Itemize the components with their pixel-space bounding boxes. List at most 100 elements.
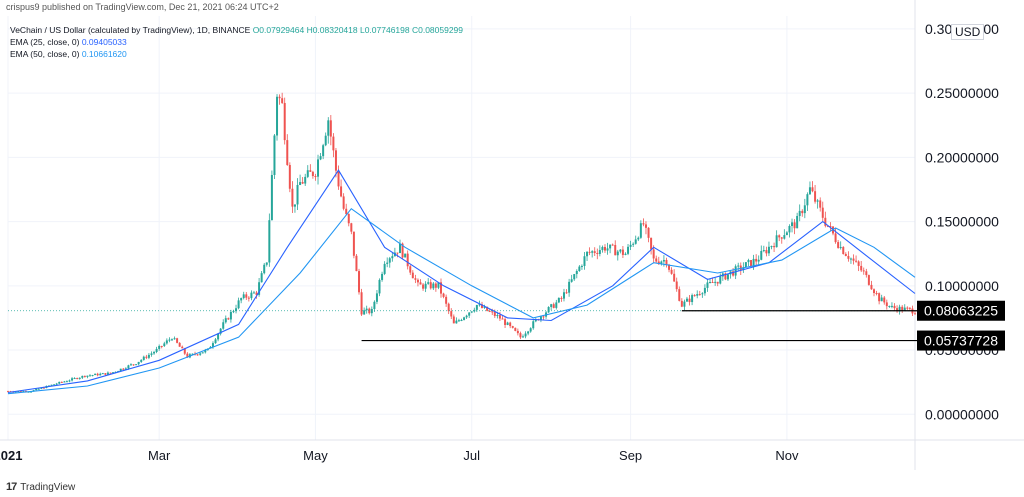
candle-body	[434, 283, 437, 288]
candle-body	[770, 246, 773, 248]
candle-body	[773, 246, 776, 248]
candle-body	[680, 300, 683, 307]
candle-body	[94, 373, 97, 376]
candle-body	[76, 378, 79, 380]
candle-body	[516, 330, 519, 334]
symbol-name[interactable]: VeChain / US Dollar (calculated by Tradi…	[10, 25, 251, 35]
time-tick-label: Mar	[148, 448, 171, 463]
ema50-value: 0.10661620	[81, 49, 127, 59]
candle-body	[378, 279, 381, 294]
candle-body	[529, 328, 532, 332]
candle-body	[578, 266, 581, 272]
price-axis[interactable]: 0.000000000.050000000.100000000.15000000…	[925, 21, 999, 422]
candle-body	[427, 282, 430, 284]
time-axis[interactable]: 2021 Mar May Jul Sep Nov	[0, 448, 799, 463]
candle-body	[237, 300, 240, 309]
candle-body	[219, 328, 222, 334]
candle-body	[158, 345, 161, 349]
candle-body	[829, 226, 832, 228]
candle-body	[878, 293, 881, 302]
candle-body	[217, 333, 220, 340]
candle-body	[501, 318, 504, 320]
tradingview-brand[interactable]: 17 TradingView	[6, 481, 75, 493]
candle-body	[890, 305, 893, 307]
candle-body	[519, 333, 522, 338]
currency-badge[interactable]: USD	[951, 24, 985, 40]
candle-body	[270, 174, 273, 221]
candle-body	[91, 375, 94, 377]
candle-body	[296, 184, 299, 205]
candle-body	[762, 250, 765, 252]
candle-body	[273, 135, 276, 175]
candle-body	[714, 281, 717, 283]
candle-body	[806, 194, 809, 206]
candle-body	[555, 302, 558, 308]
candle-body	[896, 308, 899, 312]
candle-body	[153, 351, 156, 354]
candle-body	[524, 333, 527, 337]
candle-body	[283, 102, 286, 141]
candle-body	[480, 304, 483, 308]
candle-body	[163, 343, 166, 347]
legend-ema25-row[interactable]: EMA (25, close, 0) 0.09405033	[10, 36, 463, 48]
candle-body	[293, 204, 296, 207]
candle-body	[173, 338, 176, 340]
candle-body	[865, 271, 868, 276]
candle-body	[291, 188, 294, 207]
candle-body	[624, 253, 627, 255]
candle-body	[678, 289, 681, 301]
candle-body	[603, 246, 606, 251]
candle-body	[842, 247, 845, 254]
candle-body	[860, 265, 863, 271]
candle-body	[752, 258, 755, 267]
candle-body	[819, 200, 822, 208]
candle-body	[542, 316, 545, 318]
candle-body	[688, 298, 691, 303]
price-tick-label: 0.15000000	[925, 214, 999, 230]
candle-body	[596, 252, 599, 254]
candle-body	[37, 388, 40, 390]
candle-body	[750, 260, 753, 267]
candle-body	[424, 283, 427, 289]
candle-body	[186, 353, 189, 358]
legend-symbol-row[interactable]: VeChain / US Dollar (calculated by Tradi…	[10, 24, 463, 36]
candle-body	[580, 265, 583, 267]
candle-body	[685, 298, 688, 302]
candle-body	[652, 249, 655, 259]
candle-body	[53, 384, 56, 386]
candle-body	[821, 207, 824, 218]
candle-body	[565, 292, 568, 294]
candle-body	[352, 231, 355, 256]
price-tick-label: 0.20000000	[925, 149, 999, 165]
candle-body	[109, 372, 112, 374]
candle-body	[486, 306, 489, 311]
candle-body	[242, 294, 245, 299]
candle-body	[332, 136, 335, 151]
candle-body	[709, 281, 712, 283]
legend-ema50-row[interactable]: EMA (50, close, 0) 0.10661620	[10, 48, 463, 60]
candle-body	[260, 273, 263, 283]
candle-body	[240, 298, 243, 301]
candle-body	[527, 331, 530, 334]
candle-body	[22, 391, 25, 393]
candle-body	[196, 354, 199, 356]
candle-body	[71, 378, 74, 381]
candle-body	[211, 343, 214, 347]
candle-body	[170, 339, 173, 341]
candle-body	[199, 353, 202, 355]
price-tag-box	[917, 300, 1005, 321]
candle-body	[701, 293, 704, 295]
candle-body	[350, 223, 353, 232]
candle-body	[491, 311, 494, 313]
candle-body	[534, 319, 537, 322]
candle-body	[468, 312, 471, 316]
candlestick-series	[7, 92, 916, 393]
candle-body	[19, 390, 22, 392]
candle-body	[78, 377, 81, 379]
candle-body	[647, 227, 650, 238]
candle-body	[457, 320, 460, 322]
candle-body	[601, 246, 604, 251]
candle-body	[160, 345, 163, 347]
candle-body	[496, 315, 499, 317]
